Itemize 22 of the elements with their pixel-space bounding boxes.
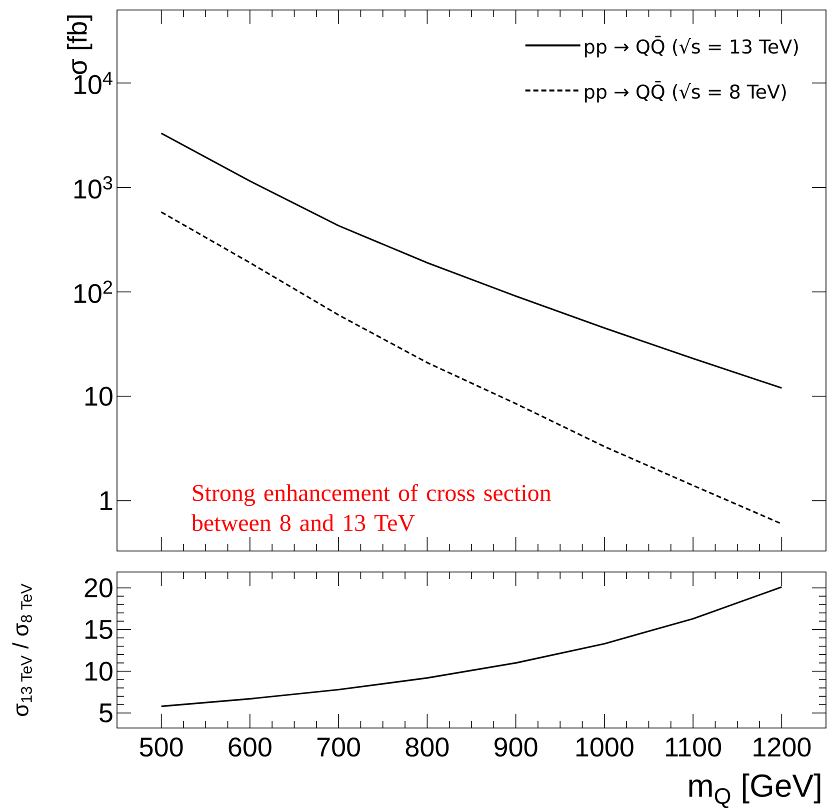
x-tick-label: 600 (228, 737, 272, 756)
annotation: Strong enhancement of cross section between 8 and 13 TeV (191, 484, 551, 532)
y-tick-label: 5 (100, 703, 112, 722)
x-tick-label: 1100 (666, 737, 722, 756)
y-tick-label: 10$^{3}$ (74, 176, 112, 198)
x-tick-label: 1000 (576, 737, 634, 756)
y-tick-label: 15 (85, 620, 112, 639)
legend-label: pp → QQ̄ (√s = 13 TeV) (585, 36, 798, 58)
y-axis-title: σ$_{13 TeV}$ / σ$_{8 TeV}$ (12, 583, 32, 716)
y-tick-label: 10 (85, 662, 112, 681)
y-tick-label: 10 (85, 386, 112, 406)
legend-label: pp → QQ̄ (√s = 8 TeV) (585, 80, 786, 102)
x-tick-label: 500 (140, 737, 183, 756)
line-series (160, 132, 782, 389)
y-tick-label: 1 (100, 491, 112, 510)
x-tick-label: 700 (317, 737, 360, 756)
x-tick-label: 900 (494, 737, 538, 756)
y-tick-label: 20 (84, 578, 112, 598)
x-tick-label: 800 (406, 737, 449, 756)
x-axis-title: m$_{Q}$ [GeV] (689, 773, 820, 808)
y-tick-label: 10$^{2}$ (74, 280, 112, 303)
x-tick-label: 1200 (754, 737, 811, 756)
